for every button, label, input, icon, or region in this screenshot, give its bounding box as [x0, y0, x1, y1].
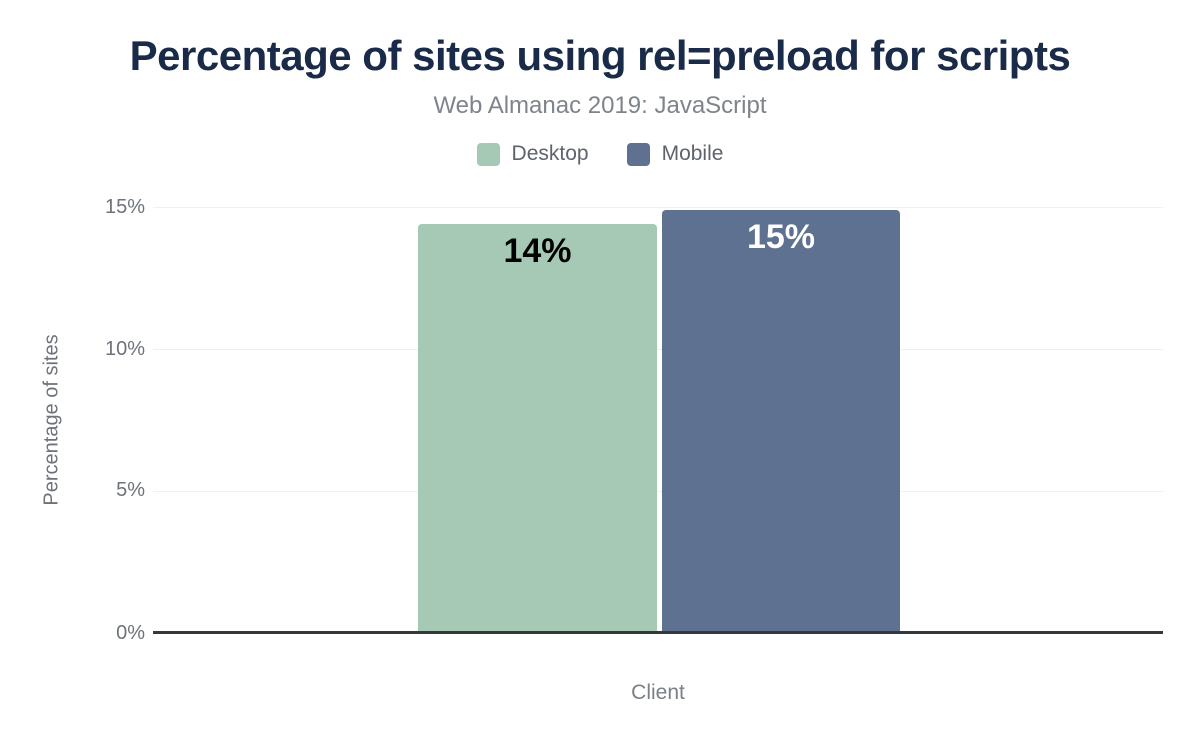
y-tick-label: 10% — [104, 338, 145, 360]
y-tick-label: 5% — [116, 479, 145, 501]
legend-label: Desktop — [511, 142, 589, 165]
x-axis-title: Client — [631, 681, 685, 704]
bar: 15% — [662, 210, 900, 633]
chart-title: Percentage of sites using rel=preload fo… — [129, 32, 1071, 79]
gridline — [153, 491, 1163, 492]
bar-value-label: 14% — [503, 232, 572, 270]
bar: 14% — [418, 224, 657, 633]
y-tick-label: 15% — [104, 196, 145, 218]
bar-value-label: 15% — [746, 218, 816, 256]
gridline — [153, 349, 1163, 350]
legend-item-desktop: Desktop — [476, 142, 589, 166]
y-tick-label: 0% — [116, 622, 145, 644]
x-axis-line — [153, 631, 1163, 634]
legend-label: Mobile — [661, 142, 724, 165]
chart-subtitle: Web Almanac 2019: JavaScript — [433, 92, 767, 119]
legend-swatch — [476, 142, 500, 166]
plot-area: 14% 15% — [153, 207, 1163, 634]
legend-item-mobile: Mobile — [626, 142, 724, 166]
gridline — [153, 207, 1163, 208]
legend-swatch — [626, 142, 650, 166]
chart-legend: Desktop Mobile — [0, 142, 1200, 166]
